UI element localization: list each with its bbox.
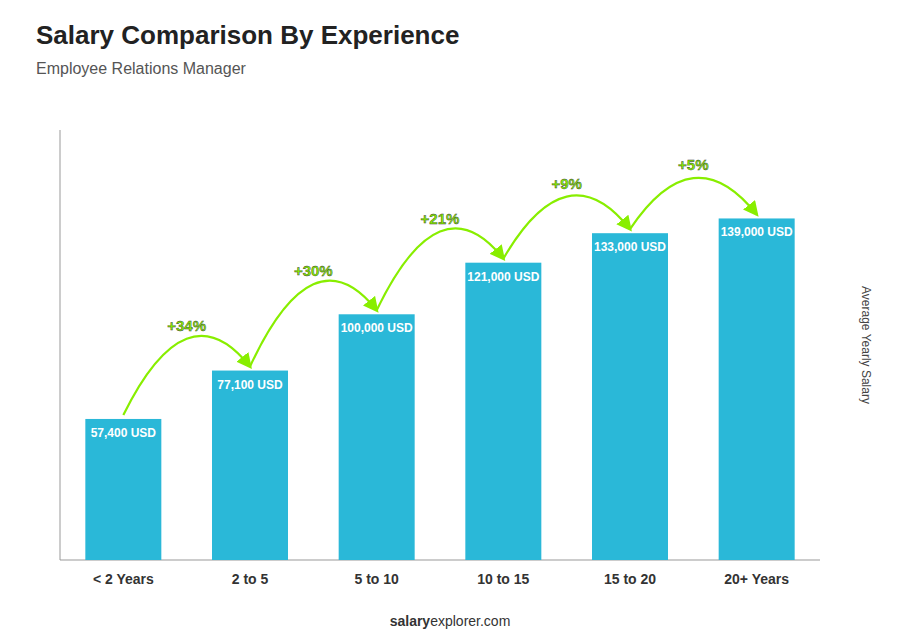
footer-part: explorer.com <box>430 613 510 629</box>
annotation-arrow <box>250 281 377 367</box>
data-label: 57,400 USD <box>91 426 157 440</box>
bars <box>85 218 794 560</box>
annotation: +5% <box>678 156 708 173</box>
bar <box>465 263 541 560</box>
title: Salary Comparison By Experience <box>36 20 459 50</box>
annotation: +21% <box>421 210 460 227</box>
bar <box>212 371 288 560</box>
x-axis-line <box>60 560 820 561</box>
data-label: 133,000 USD <box>594 240 666 254</box>
annotation-arrow <box>503 195 630 258</box>
footer-part: salary <box>390 613 431 629</box>
footer: salaryexplorer.com <box>390 613 511 629</box>
data-label: 100,000 USD <box>341 321 413 335</box>
x-tick-label: 20+ Years <box>724 571 789 587</box>
bar <box>592 233 668 560</box>
x-tick-label: < 2 Years <box>93 571 154 587</box>
subtitle: Employee Relations Manager <box>36 60 247 77</box>
x-tick-label: 15 to 20 <box>604 571 656 587</box>
annotation: +34% <box>167 317 206 334</box>
data-label: 77,100 USD <box>217 378 283 392</box>
x-tick-label: 2 to 5 <box>232 571 269 587</box>
y-axis-line <box>60 130 61 560</box>
annotation: +9% <box>551 175 581 192</box>
chart: Salary Comparison By Experience Employee … <box>0 0 900 641</box>
annotation: +30% <box>294 262 333 279</box>
annotation-arrow <box>377 228 504 310</box>
bar <box>339 314 415 560</box>
x-tick-label: 5 to 10 <box>354 571 399 587</box>
data-label: 121,000 USD <box>467 270 539 284</box>
annotation-arrow <box>123 336 250 415</box>
y-axis-label: Average Yearly Salary <box>859 286 873 404</box>
bar <box>719 218 795 560</box>
annotation-arrow <box>630 178 757 229</box>
bar <box>85 419 161 560</box>
data-label: 139,000 USD <box>721 225 793 239</box>
chart-container: Salary Comparison By Experience Employee … <box>0 0 900 641</box>
x-tick-label: 10 to 15 <box>477 571 529 587</box>
